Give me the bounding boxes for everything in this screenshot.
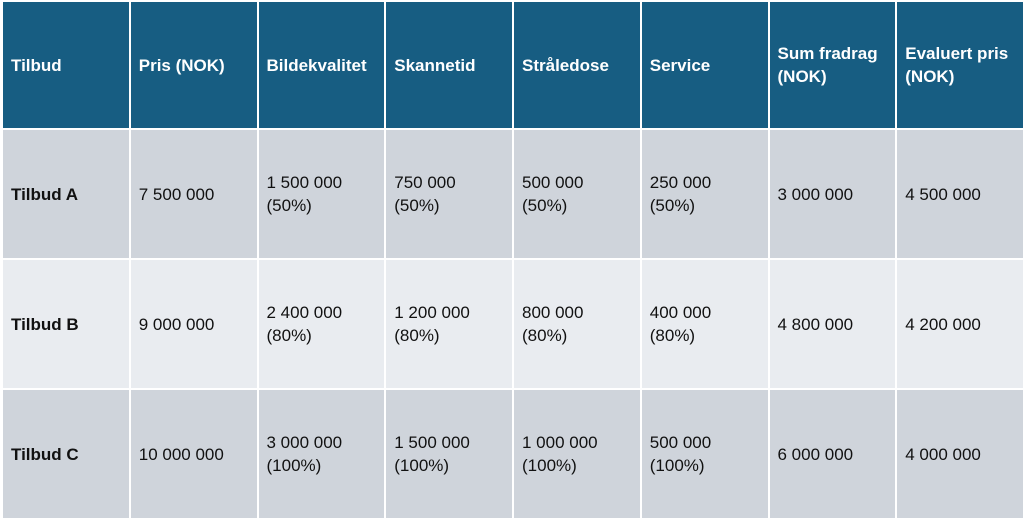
cell-straledose: 800 000 (80%) [512,258,642,390]
cell-tilbud-name: Tilbud A [1,128,131,260]
cell-tilbud-name: Tilbud C [1,388,131,520]
cell-evaluert-pris: 4 200 000 [895,258,1024,390]
table-row: Tilbud C 10 000 000 3 000 000 (100%) 1 5… [1,388,1024,520]
header-pris: Pris (NOK) [128,0,259,130]
cell-straledose: 1 000 000 (100%) [512,388,642,520]
table-header-row: Tilbud Pris (NOK) Bildekvalitet Skanneti… [1,0,1024,130]
cell-bildekvalitet: 1 500 000 (50%) [256,128,387,260]
header-service: Service [639,0,770,130]
cell-pris: 9 000 000 [128,258,259,390]
cell-sum-fradrag: 3 000 000 [767,128,898,260]
cell-pris: 10 000 000 [128,388,259,520]
cell-evaluert-pris: 4 500 000 [895,128,1024,260]
header-bildekvalitet: Bildekvalitet [256,0,387,130]
header-straledose: Stråledose [512,0,642,130]
table-row: Tilbud A 7 500 000 1 500 000 (50%) 750 0… [1,128,1024,260]
cell-bildekvalitet: 3 000 000 (100%) [256,388,387,520]
cell-sum-fradrag: 4 800 000 [767,258,898,390]
cell-straledose: 500 000 (50%) [512,128,642,260]
header-sum-fradrag: Sum fradrag (NOK) [767,0,898,130]
cell-bildekvalitet: 2 400 000 (80%) [256,258,387,390]
cell-service: 500 000 (100%) [639,388,770,520]
header-evaluert-pris: Evaluert pris (NOK) [895,0,1024,130]
cell-service: 400 000 (80%) [639,258,770,390]
cell-service: 250 000 (50%) [639,128,770,260]
header-tilbud: Tilbud [1,0,131,130]
cell-pris: 7 500 000 [128,128,259,260]
cell-sum-fradrag: 6 000 000 [767,388,898,520]
cell-evaluert-pris: 4 000 000 [895,388,1024,520]
header-skannetid: Skannetid [384,0,514,130]
cell-skannetid: 750 000 (50%) [384,128,514,260]
cell-skannetid: 1 500 000 (100%) [384,388,514,520]
table-row: Tilbud B 9 000 000 2 400 000 (80%) 1 200… [1,258,1024,390]
cell-skannetid: 1 200 000 (80%) [384,258,514,390]
cell-tilbud-name: Tilbud B [1,258,131,390]
